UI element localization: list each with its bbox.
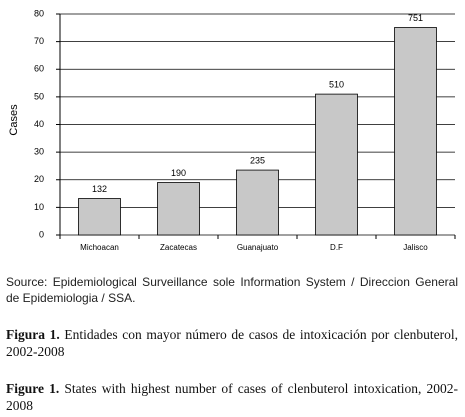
data-label: 751 [408,13,423,23]
x-tick-label: Michoacan [80,243,119,252]
caption-label: Figura 1. [6,327,60,342]
caption: Figure 1. States with highest number of … [6,380,458,414]
chart: Cases 0 10 20 30 40 50 60 70 80 Michoacan 132 Zacat… [8,8,456,252]
data-label: 190 [171,168,186,178]
y-tick-label: 60 [34,64,44,74]
bar [157,182,200,236]
caption-label: Figure 1. [6,381,60,396]
bar [315,93,358,236]
x-tick-label: Jalisco [403,243,428,252]
y-tick-label: 80 [34,8,44,18]
caption-text: Entidades con mayor número de casos de i… [6,327,458,359]
y-tick-label: 0 [39,229,44,239]
data-label: 132 [92,184,107,194]
x-tick-label: D.F [330,243,343,252]
x-tick-label: Guanajuato [237,243,279,252]
caption-text: States with highest number of cases of c… [6,381,459,413]
y-tick-label: 10 [34,202,44,212]
source-note: Source: Epidemiological Surveillance sol… [6,275,458,305]
bar [78,198,121,236]
y-tick-label: 20 [34,174,44,184]
y-tick-label: 30 [34,147,44,157]
y-tick-label: 50 [34,91,44,101]
y-tick-label: 70 [34,36,44,46]
x-tick-label: Zacatecas [160,243,197,252]
data-label: 510 [329,79,344,89]
bar [394,27,437,236]
y-tick-label: 40 [34,119,44,129]
caption: Figura 1. Entidades con mayor número de … [6,326,458,360]
bar [236,169,279,236]
data-label: 235 [250,155,265,165]
y-axis-label: Cases [8,104,20,136]
